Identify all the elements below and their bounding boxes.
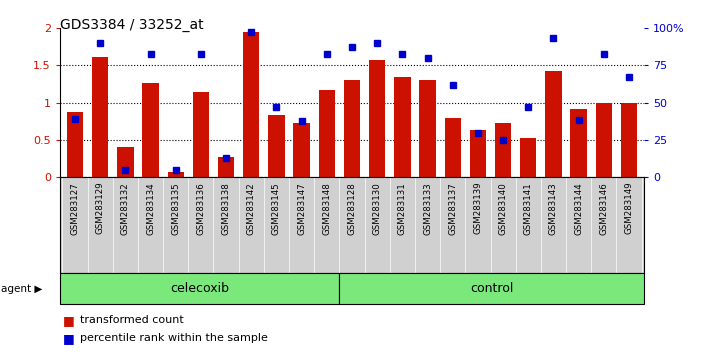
Bar (344, 80, 360, 177)
Text: GSM283146: GSM283146 (599, 182, 608, 235)
Text: ■: ■ (63, 314, 75, 327)
Text: GSM283133: GSM283133 (423, 182, 432, 235)
Text: GSM283135: GSM283135 (171, 182, 180, 235)
Text: GSM283128: GSM283128 (348, 182, 356, 235)
Bar (495, 124, 511, 177)
Text: transformed count: transformed count (80, 315, 183, 325)
Bar (268, 115, 284, 177)
Bar (193, 92, 209, 177)
Bar (546, 71, 562, 177)
Text: GSM283137: GSM283137 (448, 182, 457, 235)
Text: ■: ■ (63, 332, 75, 344)
Text: GSM283127: GSM283127 (70, 182, 80, 235)
Text: GSM283132: GSM283132 (121, 182, 130, 235)
Bar (444, 118, 461, 177)
Bar (319, 90, 335, 177)
Bar (394, 76, 410, 177)
Bar (596, 103, 612, 177)
Text: GSM283143: GSM283143 (549, 182, 558, 235)
Bar (570, 109, 587, 177)
Bar (218, 157, 234, 177)
Bar (621, 103, 637, 177)
Text: GSM283136: GSM283136 (196, 182, 206, 235)
Bar (520, 138, 536, 177)
Bar (60, 273, 339, 304)
Text: GSM283129: GSM283129 (96, 182, 105, 234)
Text: control: control (470, 282, 513, 295)
Text: GSM283147: GSM283147 (297, 182, 306, 235)
Text: GSM283139: GSM283139 (473, 182, 482, 234)
Text: GSM283134: GSM283134 (146, 182, 155, 235)
Text: GDS3384 / 33252_at: GDS3384 / 33252_at (60, 18, 203, 32)
Text: agent ▶: agent ▶ (1, 284, 43, 293)
Text: GSM283148: GSM283148 (322, 182, 332, 235)
Text: GSM283145: GSM283145 (272, 182, 281, 235)
Bar (67, 112, 83, 177)
Text: GSM283131: GSM283131 (398, 182, 407, 235)
Bar (117, 147, 134, 177)
Bar (339, 273, 644, 304)
Text: GSM283130: GSM283130 (372, 182, 382, 235)
Bar (369, 60, 385, 177)
Text: GSM283138: GSM283138 (222, 182, 231, 235)
Bar (294, 124, 310, 177)
Text: GSM283141: GSM283141 (524, 182, 533, 235)
Bar (92, 57, 108, 177)
Text: GSM283140: GSM283140 (498, 182, 508, 235)
Text: GSM283142: GSM283142 (247, 182, 256, 235)
Bar (142, 82, 158, 177)
Bar (420, 80, 436, 177)
Bar (243, 32, 260, 177)
Text: GSM283149: GSM283149 (624, 182, 634, 234)
Text: celecoxib: celecoxib (170, 282, 229, 295)
Text: GSM283144: GSM283144 (574, 182, 583, 235)
Bar (470, 130, 486, 177)
Bar (168, 172, 184, 177)
Text: percentile rank within the sample: percentile rank within the sample (80, 333, 268, 343)
